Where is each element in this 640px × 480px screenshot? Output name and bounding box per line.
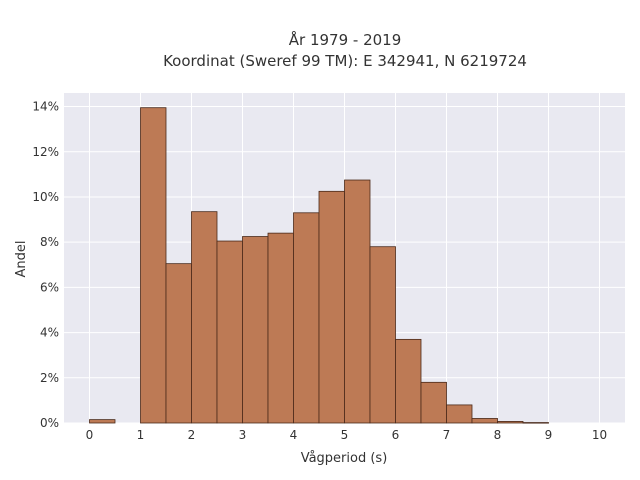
y-tick-label: 10% (32, 190, 59, 204)
histogram-bar (318, 190, 345, 424)
histogram-bar (497, 421, 524, 424)
x-axis-ticks: 0 1 2 3 4 5 6 7 8 9 10 (86, 428, 607, 442)
x-tick-label: 7 (443, 428, 451, 442)
bars (89, 107, 549, 424)
x-tick-label: 8 (494, 428, 502, 442)
x-axis-label: Vågperiod (s) (301, 451, 388, 466)
histogram-bar (89, 419, 116, 424)
x-tick-label: 4 (290, 428, 298, 442)
x-tick-label: 5 (341, 428, 349, 442)
histogram-bar (242, 236, 269, 424)
histogram-bar (191, 211, 218, 424)
histogram-bar (267, 232, 294, 424)
chart-title-line2: Koordinat (Sweref 99 TM): E 342941, N 62… (163, 52, 527, 70)
y-tick-label: 4% (40, 326, 59, 340)
chart-title-line1: År 1979 - 2019 (289, 30, 402, 49)
histogram-bar (165, 263, 192, 424)
y-tick-label: 14% (32, 100, 59, 114)
histogram-bar (471, 418, 498, 424)
x-tick-label: 0 (86, 428, 94, 442)
histogram-bar (522, 422, 549, 424)
y-tick-label: 12% (32, 145, 59, 159)
histogram-bar (369, 246, 396, 424)
x-tick-label: 1 (137, 428, 145, 442)
histogram-bar (395, 338, 422, 424)
x-tick-label: 6 (392, 428, 400, 442)
y-axis-ticks: 0% 2% 4% 6% 8% 10% 12% 14% (32, 100, 59, 430)
x-tick-label: 3 (239, 428, 247, 442)
y-tick-label: 8% (40, 235, 59, 249)
histogram-bar (140, 107, 167, 424)
histogram-bar (293, 212, 320, 424)
histogram-bar (216, 240, 243, 424)
x-tick-label: 9 (545, 428, 553, 442)
y-tick-label: 6% (40, 280, 59, 294)
y-axis-label: Andel (14, 241, 29, 278)
histogram-bar (420, 381, 447, 424)
x-tick-label: 10 (592, 428, 607, 442)
y-tick-label: 0% (40, 416, 59, 430)
histogram-bar (344, 179, 371, 424)
histogram-bar (446, 404, 473, 424)
y-tick-label: 2% (40, 371, 59, 385)
x-tick-label: 2 (188, 428, 196, 442)
